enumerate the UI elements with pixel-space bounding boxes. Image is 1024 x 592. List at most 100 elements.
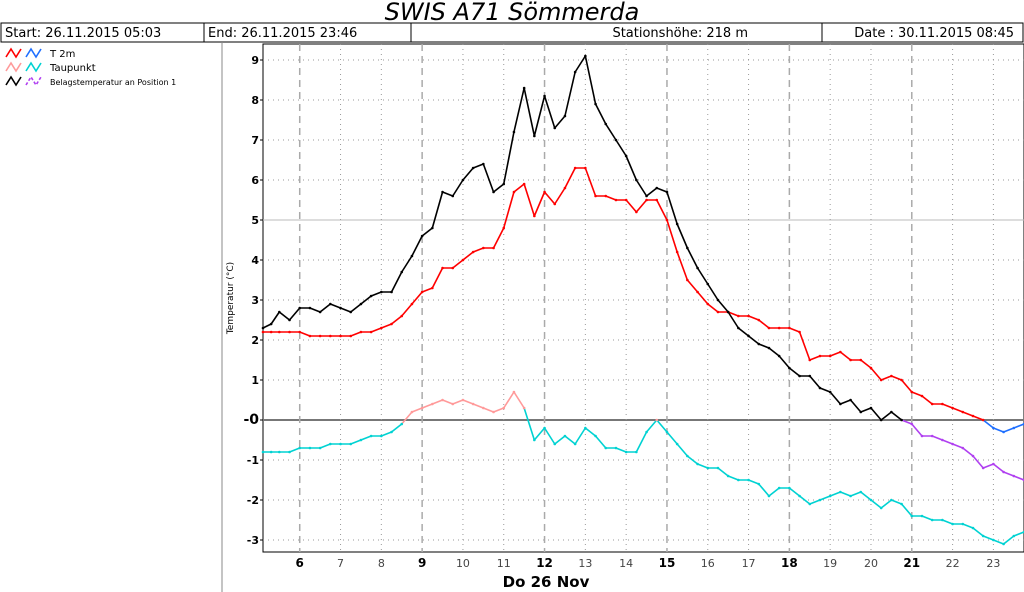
series-segment <box>431 191 444 229</box>
data-point <box>308 334 312 338</box>
series-segment <box>982 419 995 429</box>
y-axis-label: Temperatur (°C) <box>226 262 236 335</box>
start-time: Start: 26.11.2015 05:03 <box>5 26 161 41</box>
series-segment <box>717 467 729 477</box>
series-segment <box>635 199 648 213</box>
series-segment <box>747 315 760 321</box>
data-point <box>269 322 273 326</box>
data-point <box>818 354 822 358</box>
series-segment <box>513 391 525 409</box>
series-segment <box>553 187 566 205</box>
data-point <box>726 310 730 314</box>
series-segment <box>859 491 872 501</box>
data-point <box>818 498 822 502</box>
data-point <box>747 314 750 318</box>
data-point <box>981 418 985 422</box>
data-point <box>359 438 363 442</box>
series-segment <box>788 487 801 497</box>
series-segment <box>727 311 740 317</box>
series-segment <box>370 327 383 333</box>
data-point <box>369 434 373 438</box>
y-tick-label: 6 <box>251 174 259 187</box>
data-point <box>482 162 485 166</box>
data-point <box>329 442 332 446</box>
data-point <box>461 178 465 182</box>
series-segment <box>390 315 403 325</box>
x-tick-label: 16 <box>701 557 715 570</box>
data-point <box>584 426 587 430</box>
data-point <box>431 286 434 290</box>
data-point <box>308 306 312 310</box>
data-point <box>675 222 679 226</box>
data-point <box>941 402 944 406</box>
series-segment <box>523 87 536 137</box>
series-segment <box>533 191 546 217</box>
series-segment <box>604 195 617 201</box>
legend-symbol-pos <box>5 75 22 87</box>
series-segment <box>972 527 984 537</box>
data-point <box>563 434 567 438</box>
data-point <box>635 450 638 454</box>
data-point <box>696 266 699 270</box>
data-point <box>930 434 934 438</box>
series-segment <box>972 455 984 469</box>
data-point <box>1012 474 1016 478</box>
data-point <box>900 378 903 382</box>
series-segment <box>360 295 372 305</box>
series-segment <box>462 167 474 181</box>
data-point <box>808 358 812 362</box>
page-title: SWIS A71 Sömmerda <box>385 0 640 26</box>
series-segment <box>553 115 566 129</box>
data-point <box>451 194 455 198</box>
data-point <box>261 450 265 454</box>
y-tick-label: -3 <box>247 534 259 547</box>
series-segment <box>441 191 454 197</box>
series-segment <box>533 95 546 137</box>
series-segment <box>890 375 903 381</box>
data-point <box>737 314 740 318</box>
data-point <box>563 114 567 118</box>
data-point <box>767 346 771 350</box>
series-segment <box>421 287 434 293</box>
data-point <box>573 70 577 74</box>
series-segment <box>686 455 699 465</box>
data-point <box>329 302 332 306</box>
data-point <box>339 442 342 446</box>
series-segment <box>808 499 821 505</box>
x-tick-label: 9 <box>418 556 426 570</box>
data-point <box>941 518 944 522</box>
x-tick-label: 15 <box>659 556 676 570</box>
data-point <box>808 374 812 378</box>
series-segment <box>492 227 505 249</box>
data-point <box>624 154 628 158</box>
data-point <box>451 266 455 270</box>
data-point <box>961 522 965 526</box>
data-point <box>318 310 322 314</box>
data-point <box>686 246 689 250</box>
data-point <box>278 310 281 314</box>
data-point <box>951 522 954 526</box>
series-segment <box>900 503 913 517</box>
series-segment <box>1002 535 1015 545</box>
y-tick-label: 5 <box>251 214 259 227</box>
data-point <box>645 194 648 198</box>
series-segment <box>666 191 678 225</box>
series-segment <box>941 519 954 525</box>
series-segment <box>564 71 576 117</box>
data-point <box>869 498 873 502</box>
series-segment <box>502 391 515 409</box>
series-segment <box>625 155 638 181</box>
series-segment <box>543 191 556 205</box>
data-point <box>288 318 291 322</box>
data-point <box>502 182 506 186</box>
info-bar: Start: 26.11.2015 05:03 End: 26.11.2015 … <box>0 22 1024 43</box>
series-segment <box>880 411 893 421</box>
data-point <box>502 226 506 230</box>
data-point <box>920 514 924 518</box>
legend-label: Belagstemperatur an Position 1 <box>50 78 176 87</box>
data-point <box>492 246 495 250</box>
series-segment <box>349 303 362 313</box>
x-tick-label: 10 <box>456 557 470 570</box>
data-point <box>992 426 995 430</box>
series-segment <box>961 523 974 529</box>
